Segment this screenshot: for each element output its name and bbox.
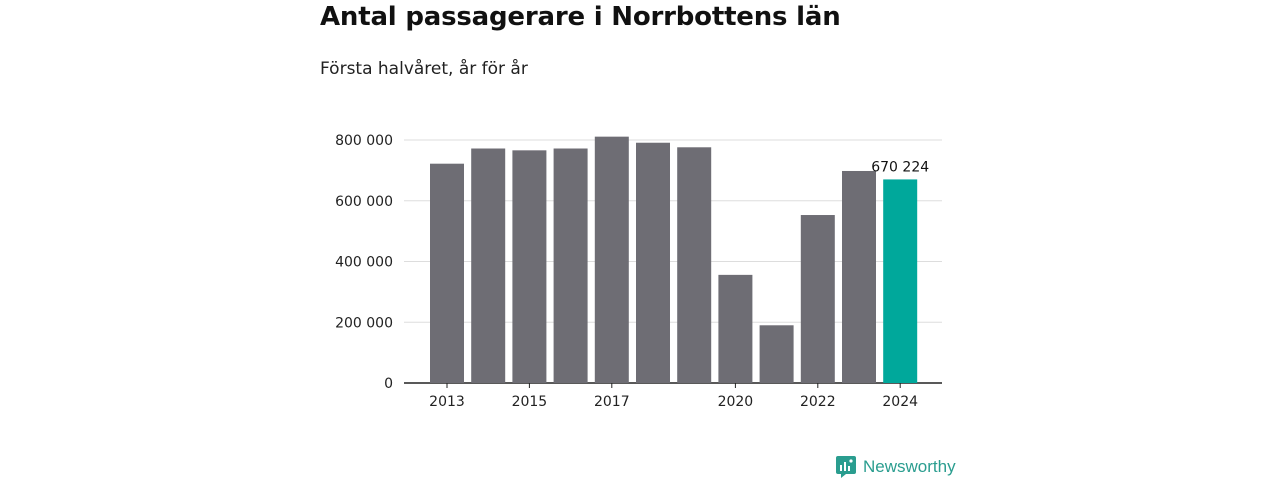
x-axis-ticks: 2013 2015 2017 2020 2022 2024 bbox=[429, 383, 918, 410]
y-tick-label: 800 000 bbox=[335, 133, 393, 149]
bar-2018[interactable] bbox=[636, 142, 670, 383]
bar-2024[interactable] bbox=[883, 179, 918, 383]
newsworthy-logo[interactable]: Newsworthy bbox=[835, 455, 956, 479]
bars bbox=[430, 136, 918, 383]
x-tick-label: 2022 bbox=[800, 394, 836, 410]
bar-2023[interactable] bbox=[842, 170, 876, 383]
y-tick-label: 600 000 bbox=[335, 194, 393, 210]
bar-2022[interactable] bbox=[800, 215, 835, 383]
chart-title: Antal passagerare i Norrbottens län bbox=[320, 2, 841, 32]
data-labels: 670 224 bbox=[871, 159, 929, 175]
bar-2013[interactable] bbox=[430, 163, 464, 383]
bar-2020[interactable] bbox=[718, 274, 753, 383]
bar-2017[interactable] bbox=[594, 136, 629, 383]
bar-2014[interactable] bbox=[471, 148, 506, 383]
bar-2016[interactable] bbox=[553, 148, 588, 383]
x-tick-label: 2024 bbox=[882, 394, 918, 410]
chart-subtitle: Första halvåret, år för år bbox=[320, 59, 528, 79]
x-tick-label: 2017 bbox=[594, 394, 630, 410]
newsworthy-logo-icon bbox=[836, 456, 856, 478]
y-tick-label: 400 000 bbox=[335, 255, 393, 271]
x-tick-label: 2013 bbox=[429, 394, 465, 410]
bar-2015[interactable] bbox=[512, 150, 547, 383]
x-tick-label: 2020 bbox=[718, 394, 754, 410]
brand-name: Newsworthy bbox=[863, 457, 956, 476]
y-axis-ticks: 0 200 000 400 000 600 000 800 000 bbox=[335, 133, 393, 392]
bar-2021[interactable] bbox=[759, 325, 794, 383]
x-tick-label: 2015 bbox=[512, 394, 548, 410]
data-label: 670 224 bbox=[871, 159, 929, 175]
y-tick-label: 200 000 bbox=[335, 315, 393, 331]
bar-2019[interactable] bbox=[677, 147, 712, 383]
y-tick-label: 0 bbox=[384, 376, 393, 392]
